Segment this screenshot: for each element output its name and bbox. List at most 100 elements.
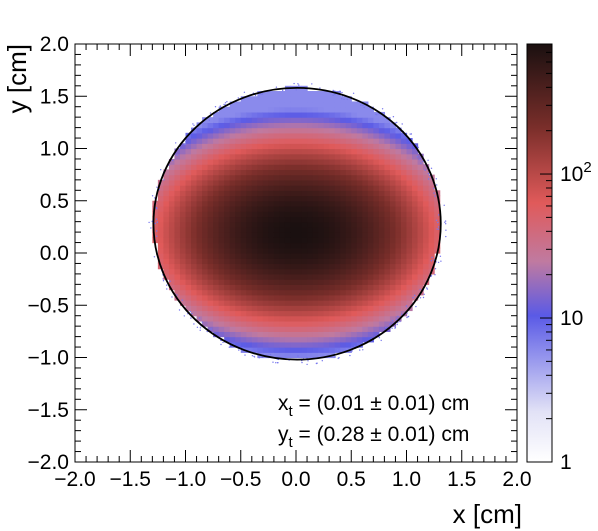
heatmap-cell <box>163 242 170 249</box>
heatmap-cell <box>157 258 165 265</box>
scatter-point <box>433 259 435 261</box>
heatmap-cell <box>301 347 308 353</box>
heatmap-cell <box>318 205 325 212</box>
heatmap-cell <box>323 174 330 181</box>
heatmap-cell <box>296 174 303 181</box>
heatmap-cell <box>284 195 292 202</box>
heatmap-cell <box>152 232 159 238</box>
heatmap-cell <box>229 190 236 197</box>
heatmap-cell <box>257 242 264 249</box>
heatmap-cell <box>367 127 374 134</box>
heatmap-cell <box>345 226 352 233</box>
heatmap-cell <box>378 174 386 181</box>
heatmap-cell <box>345 268 352 275</box>
heatmap-cell <box>224 253 231 259</box>
heatmap-cell <box>340 96 347 103</box>
heatmap-cell <box>284 315 292 322</box>
heatmap-cell <box>168 205 176 212</box>
heatmap-cell <box>179 237 187 244</box>
heatmap-cell <box>174 174 181 181</box>
heatmap-cell <box>423 263 430 270</box>
heatmap-cell <box>378 164 386 170</box>
scatter-point <box>166 288 168 290</box>
heatmap-cell <box>373 153 380 160</box>
heatmap-cell <box>412 263 419 270</box>
heatmap-cell <box>356 336 363 343</box>
heatmap-cell <box>312 226 319 233</box>
heatmap-cell <box>251 101 258 108</box>
scatter-point <box>396 323 398 326</box>
heatmap-cell <box>312 258 319 265</box>
heatmap-cell <box>312 336 319 343</box>
heatmap-cell <box>296 132 303 139</box>
heatmap-cell <box>191 258 198 265</box>
heatmap-cell <box>345 122 352 129</box>
heatmap-cell <box>273 310 281 317</box>
heatmap-cell <box>334 200 341 207</box>
heatmap-cell <box>296 138 303 144</box>
heatmap-cell <box>235 143 242 150</box>
heatmap-cell <box>163 268 170 275</box>
scatter-point <box>208 119 210 122</box>
heatmap-cell <box>185 284 192 291</box>
heatmap-cell <box>340 158 347 165</box>
heatmap-cell <box>340 195 347 202</box>
heatmap-cell <box>406 253 413 259</box>
heatmap-cell <box>262 320 269 327</box>
heatmap-cell <box>412 174 419 181</box>
heatmap-cell <box>301 352 308 359</box>
heatmap-cell <box>334 148 341 155</box>
heatmap-cell <box>362 200 369 207</box>
heatmap-cell <box>373 294 380 301</box>
heatmap-cell <box>417 268 424 275</box>
scatter-point <box>307 360 309 362</box>
heatmap-cell <box>301 185 308 191</box>
heatmap-cell <box>356 232 363 238</box>
scatter-point <box>220 343 222 346</box>
heatmap-cell <box>384 179 391 186</box>
heatmap-cell <box>356 284 363 291</box>
scatter-point <box>148 221 150 224</box>
scatter-point <box>430 167 433 169</box>
heatmap-cell <box>179 174 187 181</box>
heatmap-cell <box>174 289 181 296</box>
heatmap-cell <box>312 91 319 97</box>
heatmap-cell <box>362 273 369 280</box>
heatmap-cell <box>284 347 292 353</box>
heatmap-cell <box>196 158 203 165</box>
heatmap-cell <box>235 237 242 244</box>
scatter-point <box>260 93 262 95</box>
heatmap-cell <box>334 127 341 134</box>
heatmap-cell <box>284 289 292 296</box>
heatmap-cell <box>218 164 225 170</box>
heatmap-cell <box>323 263 330 270</box>
heatmap-cell <box>356 158 363 165</box>
heatmap-cell <box>196 279 203 285</box>
heatmap-cell <box>207 164 214 170</box>
heatmap-cell <box>296 347 303 353</box>
heatmap-cell <box>251 158 258 165</box>
heatmap-cell <box>301 237 308 244</box>
heatmap-cell <box>400 143 408 150</box>
heatmap-cells <box>152 85 441 359</box>
heatmap-cell <box>312 143 319 150</box>
heatmap-cell <box>240 216 247 223</box>
heatmap-cell <box>168 263 176 270</box>
heatmap-cell <box>202 294 209 301</box>
heatmap-cell <box>400 195 408 202</box>
heatmap-cell <box>235 263 242 270</box>
heatmap-cell <box>301 216 308 223</box>
scatter-point <box>437 228 440 230</box>
heatmap-cell <box>257 221 264 228</box>
scatter-point <box>437 221 439 224</box>
heatmap-cell <box>340 117 347 123</box>
heatmap-cell <box>389 221 397 228</box>
heatmap-cell <box>296 216 303 223</box>
heatmap-cell <box>174 263 181 270</box>
heatmap-cell <box>296 211 303 218</box>
heatmap-cell <box>373 326 380 332</box>
heatmap-cell <box>246 326 253 332</box>
heatmap-cell <box>290 190 297 197</box>
heatmap-cell <box>378 247 386 254</box>
heatmap-cell <box>224 336 231 343</box>
